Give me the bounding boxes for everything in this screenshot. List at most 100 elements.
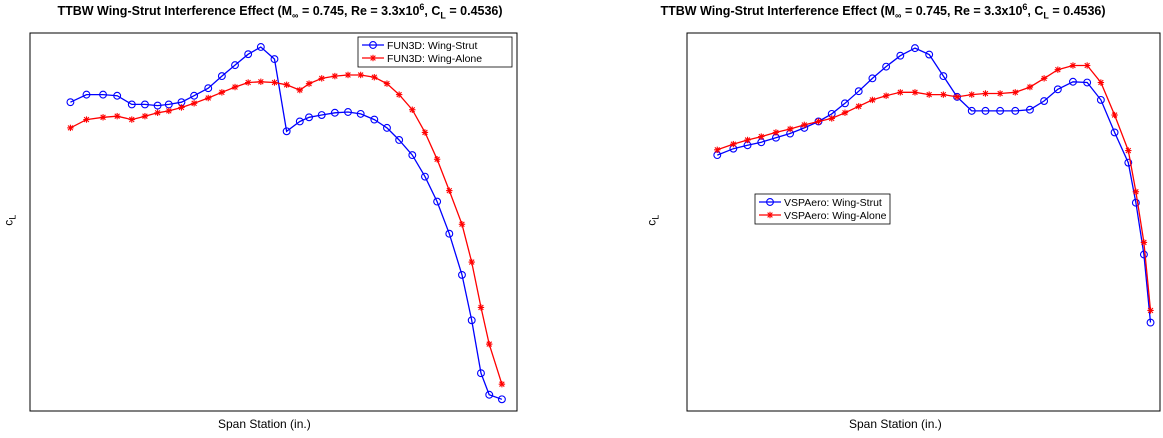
- data-point: [204, 84, 213, 93]
- title-prefix: TTBW Wing-Strut Interference Effect (M: [660, 4, 896, 19]
- data-point: [66, 98, 75, 107]
- data-point: [841, 109, 849, 116]
- series-line: [717, 47, 1152, 323]
- data-point: [1053, 85, 1062, 94]
- data-point: [854, 87, 863, 96]
- data-point: [433, 156, 441, 163]
- data-point: [270, 55, 279, 64]
- title-prefix: TTBW Wing-Strut Interference Effect (M: [57, 4, 293, 19]
- data-point: [882, 92, 890, 99]
- data-point: [486, 340, 493, 348]
- data-point: [165, 107, 172, 115]
- data-point: [445, 229, 454, 238]
- data-point: [153, 101, 162, 110]
- title-mid1: = 0.745, Re = 3.3x10: [901, 4, 1023, 19]
- legend-label: VSPAero: Wing-Strut: [784, 197, 882, 209]
- data-point: [1125, 147, 1132, 154]
- data-point: [1131, 198, 1140, 207]
- data-point: [897, 89, 904, 96]
- title-cl-sub: L: [440, 10, 446, 21]
- legend-item: VSPAero: Wing-Strut: [759, 197, 882, 209]
- data-point: [318, 75, 325, 82]
- data-point: [296, 86, 303, 94]
- data-point: [140, 100, 149, 109]
- data-point: [828, 115, 835, 122]
- data-point: [1011, 106, 1020, 115]
- data-point: [305, 113, 314, 122]
- data-point: [714, 146, 721, 154]
- data-point: [383, 123, 391, 132]
- data-point: [113, 91, 122, 100]
- data-point: [344, 108, 352, 116]
- data-point: [257, 78, 265, 85]
- data-point: [786, 125, 794, 133]
- y-axis-label-main: c: [644, 219, 659, 226]
- series-vspaero-wing-strut: [713, 44, 1155, 327]
- data-point: [458, 270, 466, 279]
- legend-label: FUN3D: Wing-Strut: [387, 40, 478, 52]
- data-point: [1069, 77, 1077, 86]
- data-point: [370, 115, 379, 124]
- x-axis-label: Span Station (in.): [849, 417, 942, 431]
- data-point: [408, 151, 417, 160]
- data-point: [458, 221, 466, 228]
- data-point: [896, 51, 905, 60]
- data-point: [925, 50, 934, 59]
- data-point: [1132, 188, 1140, 195]
- data-point: [256, 43, 265, 51]
- title-mid2: , C: [1027, 4, 1044, 19]
- legend-label: VSPAero: Wing-Alone: [784, 210, 887, 222]
- data-point: [231, 61, 239, 70]
- legend-item: VSPAero: Wing-Alone: [759, 210, 887, 222]
- chart-panel-left: TTBW Wing-Strut Interference Effect (M∞ …: [0, 0, 560, 438]
- data-point: [99, 114, 107, 121]
- data-point: [113, 112, 121, 120]
- data-point: [1111, 111, 1118, 119]
- data-point: [925, 91, 933, 98]
- data-point: [99, 90, 108, 99]
- data-point: [1025, 105, 1034, 114]
- data-point: [841, 99, 849, 108]
- data-point: [1083, 78, 1092, 87]
- data-point: [996, 90, 1004, 97]
- legend-marker: [369, 41, 377, 49]
- data-point: [981, 106, 990, 115]
- data-point: [1083, 62, 1091, 69]
- title-mach-sub: ∞: [292, 10, 299, 21]
- data-point: [940, 91, 947, 98]
- data-point: [758, 133, 765, 140]
- data-point: [217, 72, 226, 81]
- data-point: [178, 104, 185, 111]
- data-point: [869, 96, 876, 104]
- data-point: [331, 72, 339, 80]
- data-point: [154, 109, 161, 116]
- data-point: [344, 71, 352, 79]
- plot-frame: [29, 32, 518, 412]
- title-suffix: = 0.4536): [1048, 4, 1106, 19]
- data-point: [305, 80, 313, 87]
- data-point: [330, 108, 339, 117]
- x-axis-label: Span Station (in.): [218, 417, 311, 431]
- data-point: [127, 100, 136, 109]
- data-point: [244, 79, 252, 86]
- data-point: [356, 109, 365, 118]
- data-point: [772, 129, 780, 136]
- data-point: [967, 106, 976, 115]
- data-point: [730, 140, 737, 148]
- data-point: [190, 100, 198, 107]
- data-point: [1096, 95, 1105, 104]
- data-point: [498, 380, 506, 388]
- data-point: [801, 121, 808, 129]
- series-vspaero-wing-alone: [714, 62, 1154, 314]
- data-point: [190, 91, 199, 100]
- data-point: [497, 395, 506, 404]
- y-axis-label: cL: [644, 215, 660, 226]
- data-point: [231, 83, 239, 91]
- data-point: [911, 89, 919, 96]
- series-fun3d-wing-alone: [67, 71, 506, 388]
- data-point: [953, 93, 961, 101]
- data-point: [882, 62, 891, 71]
